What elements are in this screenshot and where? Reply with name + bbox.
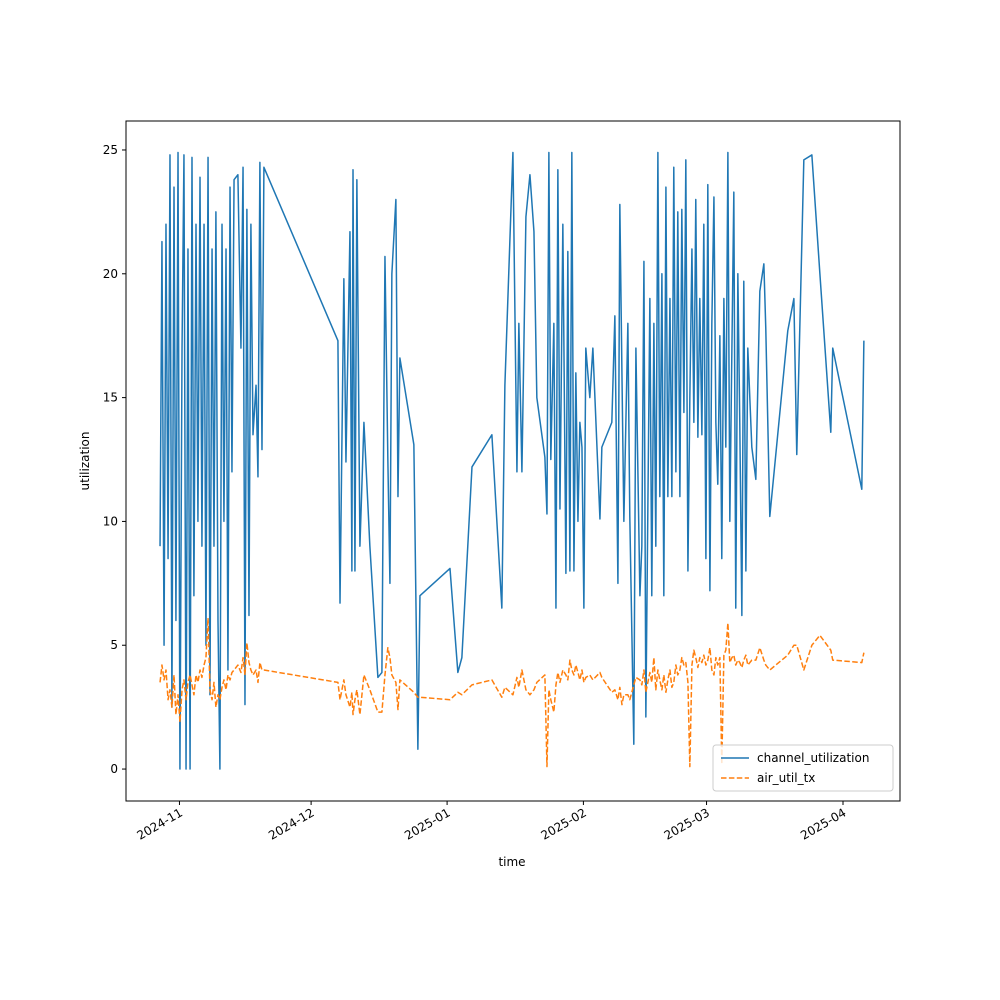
x-tick-label: 2024-12 <box>266 805 316 842</box>
legend-label: air_util_tx <box>757 771 815 785</box>
legend-label: channel_utilization <box>757 751 869 765</box>
x-tick-label: 2025-01 <box>402 805 452 842</box>
x-tick-label: 2025-03 <box>662 805 712 842</box>
y-tick-label: 0 <box>110 762 118 776</box>
y-axis-label: utilization <box>78 432 92 491</box>
x-tick-label: 2025-02 <box>538 805 588 842</box>
y-tick-label: 5 <box>110 638 118 652</box>
x-tick-label: 2025-04 <box>798 805 848 842</box>
series-line <box>159 151 865 770</box>
x-tick-label: 2024-11 <box>135 805 185 842</box>
y-tick-label: 10 <box>103 514 118 528</box>
legend-box <box>712 744 894 792</box>
y-tick-label: 20 <box>103 267 118 281</box>
y-tick-label: 15 <box>103 391 118 405</box>
plot-frame <box>125 120 901 802</box>
series-line <box>159 617 865 768</box>
x-axis-label: time <box>498 855 525 869</box>
y-tick-label: 25 <box>103 143 118 157</box>
